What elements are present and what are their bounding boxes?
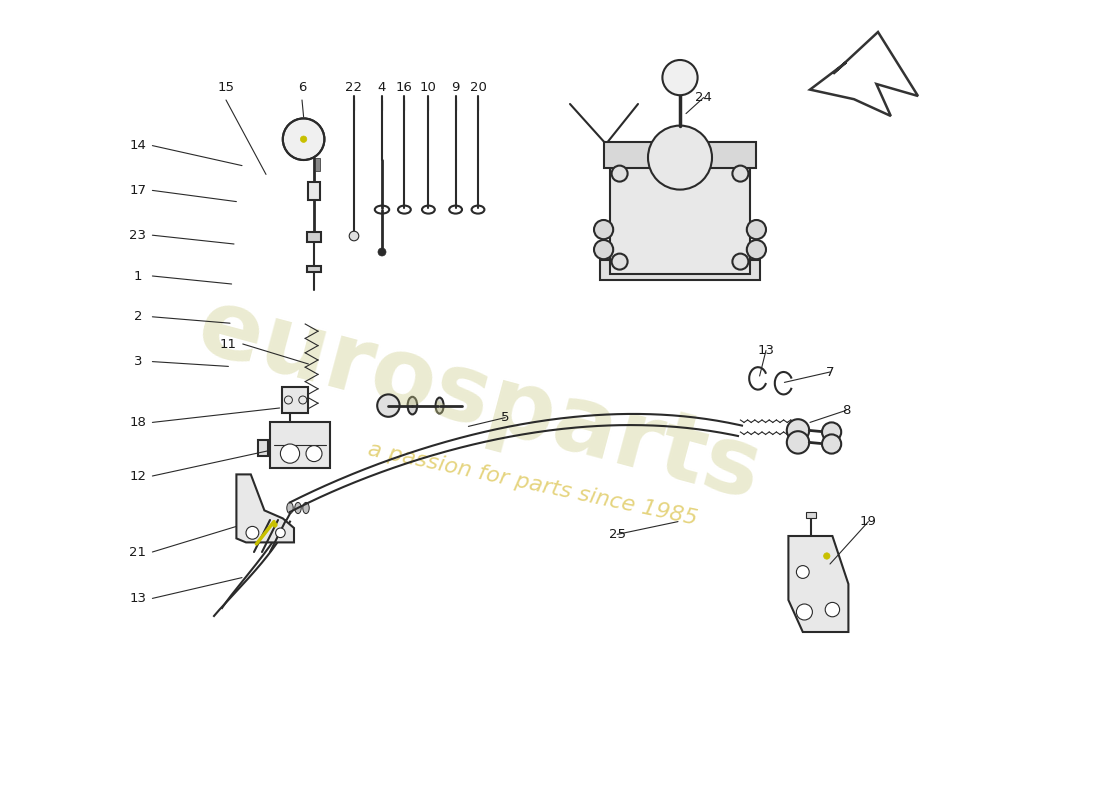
Ellipse shape bbox=[295, 502, 301, 514]
Bar bbox=[610, 162, 750, 274]
Text: 13: 13 bbox=[130, 592, 146, 605]
Circle shape bbox=[273, 522, 277, 527]
Bar bbox=[604, 142, 757, 168]
Text: 25: 25 bbox=[608, 528, 626, 541]
Bar bbox=[270, 422, 330, 468]
Circle shape bbox=[283, 118, 324, 160]
Text: 18: 18 bbox=[130, 416, 146, 429]
Text: 24: 24 bbox=[695, 91, 712, 104]
Circle shape bbox=[349, 231, 359, 241]
Text: 8: 8 bbox=[842, 404, 850, 417]
Circle shape bbox=[822, 422, 842, 442]
Text: 20: 20 bbox=[470, 81, 486, 94]
Circle shape bbox=[378, 248, 386, 256]
Text: 7: 7 bbox=[826, 366, 834, 378]
Text: 21: 21 bbox=[130, 546, 146, 558]
Text: 5: 5 bbox=[500, 411, 509, 424]
Text: 4: 4 bbox=[377, 81, 386, 94]
Circle shape bbox=[280, 444, 299, 463]
Circle shape bbox=[276, 528, 285, 538]
Polygon shape bbox=[789, 536, 848, 632]
Text: 14: 14 bbox=[130, 139, 146, 152]
Circle shape bbox=[796, 566, 810, 578]
Text: 17: 17 bbox=[130, 184, 146, 197]
Circle shape bbox=[594, 220, 613, 239]
Text: 6: 6 bbox=[298, 81, 306, 94]
Text: 23: 23 bbox=[130, 229, 146, 242]
Bar bbox=[308, 182, 320, 200]
Circle shape bbox=[824, 553, 830, 559]
Circle shape bbox=[786, 431, 810, 454]
Text: eurosparts: eurosparts bbox=[188, 281, 771, 519]
Ellipse shape bbox=[302, 502, 309, 514]
Circle shape bbox=[796, 604, 813, 620]
Ellipse shape bbox=[436, 398, 443, 414]
Text: 3: 3 bbox=[134, 355, 142, 368]
Bar bbox=[307, 266, 321, 272]
Polygon shape bbox=[236, 474, 294, 542]
Text: a passion for parts since 1985: a passion for parts since 1985 bbox=[366, 439, 698, 529]
Bar bbox=[307, 232, 321, 242]
Text: 19: 19 bbox=[860, 515, 877, 528]
Circle shape bbox=[377, 394, 399, 417]
Text: 9: 9 bbox=[451, 81, 460, 94]
Bar bbox=[258, 440, 267, 456]
Circle shape bbox=[612, 254, 628, 270]
Bar bbox=[282, 387, 308, 413]
Circle shape bbox=[306, 446, 322, 462]
Text: 11: 11 bbox=[220, 338, 236, 350]
Circle shape bbox=[747, 220, 766, 239]
Circle shape bbox=[733, 166, 748, 182]
Circle shape bbox=[662, 60, 697, 95]
Bar bbox=[601, 260, 760, 280]
Text: 16: 16 bbox=[396, 81, 412, 94]
Text: 13: 13 bbox=[758, 344, 774, 357]
Ellipse shape bbox=[287, 502, 294, 514]
Circle shape bbox=[733, 254, 748, 270]
Ellipse shape bbox=[408, 397, 417, 414]
Text: 12: 12 bbox=[130, 470, 146, 482]
Text: 1: 1 bbox=[134, 270, 142, 282]
Text: 2: 2 bbox=[134, 310, 142, 323]
Circle shape bbox=[246, 526, 258, 539]
Text: 22: 22 bbox=[345, 81, 363, 94]
Text: 10: 10 bbox=[420, 81, 437, 94]
Text: 15: 15 bbox=[218, 81, 234, 94]
Circle shape bbox=[300, 136, 307, 142]
Circle shape bbox=[612, 166, 628, 182]
Circle shape bbox=[594, 240, 613, 259]
Circle shape bbox=[825, 602, 839, 617]
Bar bbox=[806, 512, 815, 518]
Circle shape bbox=[747, 240, 766, 259]
Bar bbox=[315, 158, 320, 171]
Circle shape bbox=[786, 419, 810, 442]
Circle shape bbox=[822, 434, 842, 454]
Circle shape bbox=[648, 126, 712, 190]
